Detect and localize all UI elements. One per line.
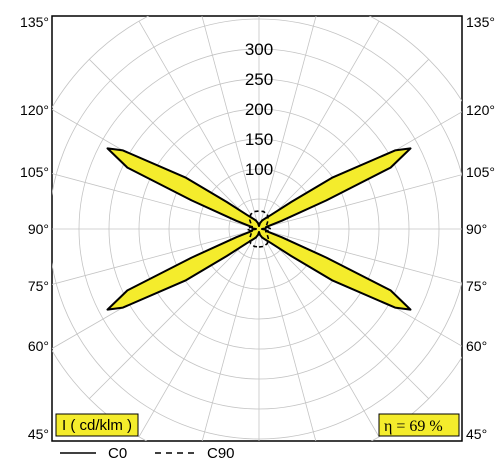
grid-spoke xyxy=(258,228,429,399)
grid-spoke xyxy=(138,20,260,230)
grid-spoke xyxy=(89,228,260,399)
angle-label-left: 105° xyxy=(20,164,49,180)
radial-tick-labels: 100 150 200 250 300 xyxy=(245,40,273,179)
legend: C0 C90 xyxy=(60,445,235,461)
radial-tick-label: 300 xyxy=(245,40,273,59)
radial-tick-label: 100 xyxy=(245,160,273,179)
unit-label: I ( cd/klm ) xyxy=(62,417,132,434)
angle-label-right: 135° xyxy=(466,14,495,30)
grid-spoke xyxy=(258,174,462,230)
grid-spoke xyxy=(138,228,260,438)
unit-box: I ( cd/klm ) xyxy=(55,413,139,437)
angle-label-left: 135° xyxy=(20,14,49,30)
radial-tick-label: 150 xyxy=(245,130,273,149)
legend-c90-label: C90 xyxy=(207,445,235,461)
radial-tick-label: 250 xyxy=(245,70,273,89)
series-c90-curve xyxy=(246,210,272,248)
grid-spoke xyxy=(258,228,317,441)
angle-label-right: 105° xyxy=(466,164,495,180)
legend-c0-label: C0 xyxy=(108,445,127,461)
series-c0-curve xyxy=(106,147,412,311)
angle-label-left: 60° xyxy=(28,338,49,354)
grid-spoke xyxy=(89,59,260,230)
grid-spoke xyxy=(258,59,429,230)
grid-spoke xyxy=(201,228,260,441)
angle-label-left: 90° xyxy=(28,221,49,237)
angle-label-right: 45° xyxy=(466,426,487,442)
angle-label-right: 60° xyxy=(466,338,487,354)
angle-label-left: 45° xyxy=(28,426,49,442)
grid-spoke xyxy=(52,173,260,230)
angle-label-right: 120° xyxy=(466,102,495,118)
grid-spoke xyxy=(258,20,380,230)
grid-spoke xyxy=(258,228,462,284)
series-layer xyxy=(106,147,412,311)
angle-label-left: 75° xyxy=(28,278,49,294)
angle-label-right: 90° xyxy=(466,221,487,237)
angle-label-right: 75° xyxy=(466,278,487,294)
efficiency-label: η = 69 % xyxy=(384,418,443,435)
angle-label-left: 120° xyxy=(20,102,49,118)
angle-labels: 135° 120° 105° 90° 75° 60° 45° 135° 120° 105° 90° 7… xyxy=(20,14,495,442)
grid-spoke xyxy=(201,16,260,230)
radial-tick-label: 200 xyxy=(245,100,273,119)
grid-spoke xyxy=(52,228,260,285)
grid-spoke xyxy=(258,16,317,230)
efficiency-box: η = 69 % xyxy=(378,413,460,437)
grid-spoke xyxy=(258,228,380,438)
